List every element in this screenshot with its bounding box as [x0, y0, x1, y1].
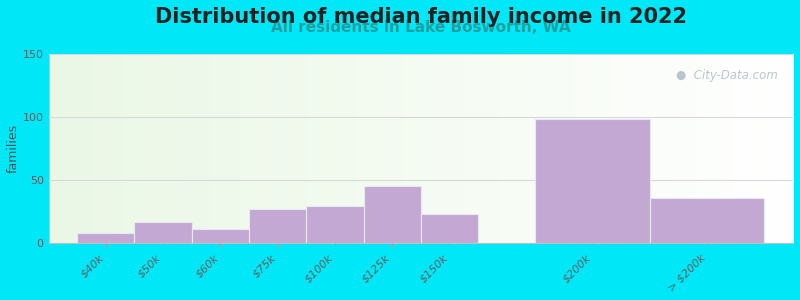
- Bar: [78, 233, 134, 243]
- Bar: [535, 119, 650, 243]
- Bar: [421, 214, 478, 243]
- Bar: [306, 206, 363, 243]
- Bar: [134, 222, 192, 243]
- Bar: [363, 186, 421, 243]
- Text: All residents in Lake Bosworth, WA: All residents in Lake Bosworth, WA: [271, 20, 570, 34]
- Title: Distribution of median family income in 2022: Distribution of median family income in …: [155, 7, 687, 27]
- Y-axis label: families: families: [7, 124, 20, 173]
- Bar: [192, 229, 249, 243]
- Bar: [650, 198, 765, 243]
- Text: ●  City-Data.com: ● City-Data.com: [676, 69, 778, 82]
- Bar: [249, 209, 306, 243]
